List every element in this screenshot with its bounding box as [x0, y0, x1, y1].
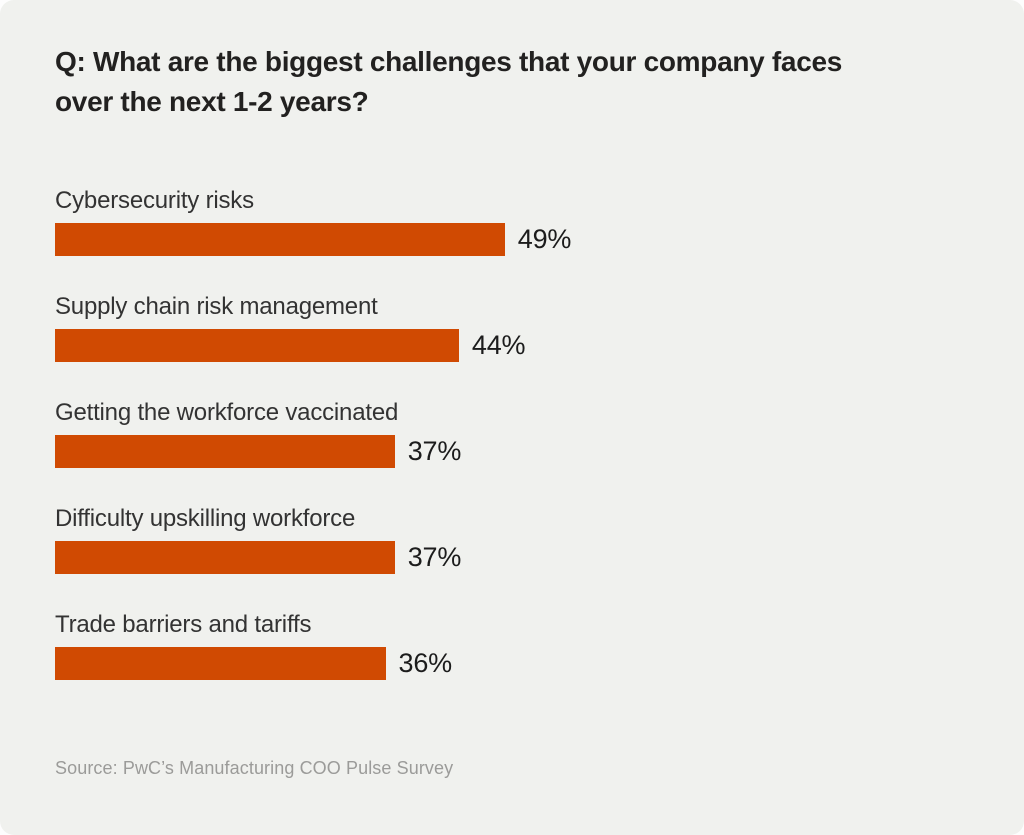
page-title: Q: What are the biggest challenges that … — [55, 42, 974, 122]
bar-line: 49% — [55, 223, 974, 256]
bar — [55, 647, 386, 680]
bar-line: 37% — [55, 435, 974, 468]
bar-line: 37% — [55, 541, 974, 574]
bar-row: Getting the workforce vaccinated 37% — [55, 398, 974, 468]
page-title-line1: Q: What are the biggest challenges that … — [55, 46, 843, 77]
bar-value-label: 49% — [517, 224, 572, 254]
bar-label: Difficulty upskilling workforce — [55, 505, 356, 532]
bar-value-label: 37% — [407, 436, 462, 466]
bar-line: 36% — [55, 647, 974, 680]
bar-row: Trade barriers and tariffs 36% — [55, 610, 974, 680]
bar-value-label: 37% — [407, 542, 462, 572]
page-title-line2: over the next 1-2 years? — [55, 86, 369, 117]
bar-chart: Cybersecurity risks 49% Supply chain ris… — [55, 186, 974, 680]
bar-row: Cybersecurity risks 49% — [55, 186, 974, 256]
bar — [55, 329, 459, 362]
bar-value-label: 44% — [471, 330, 526, 360]
bar — [55, 223, 505, 256]
bar — [55, 541, 395, 574]
bar-row: Supply chain risk management 44% — [55, 292, 974, 362]
bar-label: Cybersecurity risks — [55, 187, 254, 214]
bar-label: Getting the workforce vaccinated — [55, 399, 399, 426]
bar — [55, 435, 395, 468]
chart-content: Q: What are the biggest challenges that … — [55, 42, 974, 680]
bar-label: Supply chain risk management — [55, 293, 378, 320]
source-note: Source: PwC’s Manufacturing COO Pulse Su… — [55, 758, 454, 778]
bar-value-label: 36% — [398, 648, 453, 678]
bar-label: Trade barriers and tariffs — [55, 611, 312, 638]
bar-line: 44% — [55, 329, 974, 362]
bar-row: Difficulty upskilling workforce 37% — [55, 504, 974, 574]
